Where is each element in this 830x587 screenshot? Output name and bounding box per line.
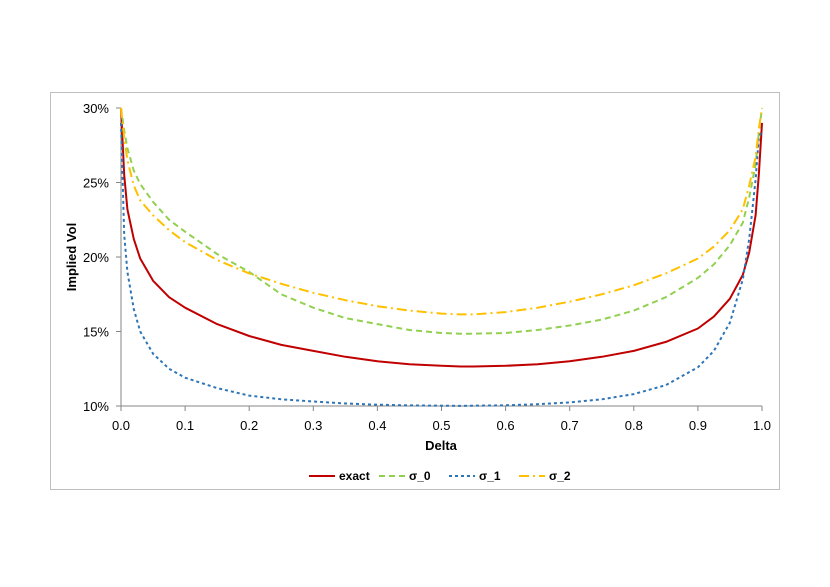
y-tick-label: 10% [83,399,109,414]
x-tick-label: 0.3 [304,418,322,433]
x-tick-label: 0.6 [497,418,515,433]
plot-area [120,107,763,407]
x-tick-label: 1.0 [753,418,771,433]
y-axis-title: Implied Vol [64,223,79,291]
x-tick-label: 0.1 [176,418,194,433]
legend-label: exact [339,469,370,483]
x-tick-label: 0.5 [432,418,450,433]
y-tick-label: 20% [83,250,109,265]
series-line-σ_1 [120,122,763,407]
x-tick-label: 0.2 [240,418,258,433]
x-axis-title: Delta [425,438,458,453]
x-tick-label: 0.7 [561,418,579,433]
legend-label: σ_2 [549,469,571,483]
x-tick-label: 0.8 [625,418,643,433]
x-tick-label: 0.4 [368,418,386,433]
legend-label: σ_0 [409,469,431,483]
series-line-exact [120,107,763,368]
legend-label: σ_1 [479,469,501,483]
x-tick-label: 0.9 [689,418,707,433]
series-line-σ_2 [120,107,763,316]
tick-labels: 0.0 0.1 0.2 0.3 0.4 0.5 0.6 0.7 0.8 0.9 1.0 10% 15% 2… [83,101,771,433]
legend: exact σ_0 σ_1 σ_2 [309,469,571,483]
chart-frame [50,92,780,490]
series-line-σ_0 [120,107,763,335]
x-tick-label: 0.0 [112,418,130,433]
y-tick-label: 30% [83,101,109,116]
y-tick-label: 15% [83,325,109,340]
y-tick-label: 25% [83,176,109,191]
